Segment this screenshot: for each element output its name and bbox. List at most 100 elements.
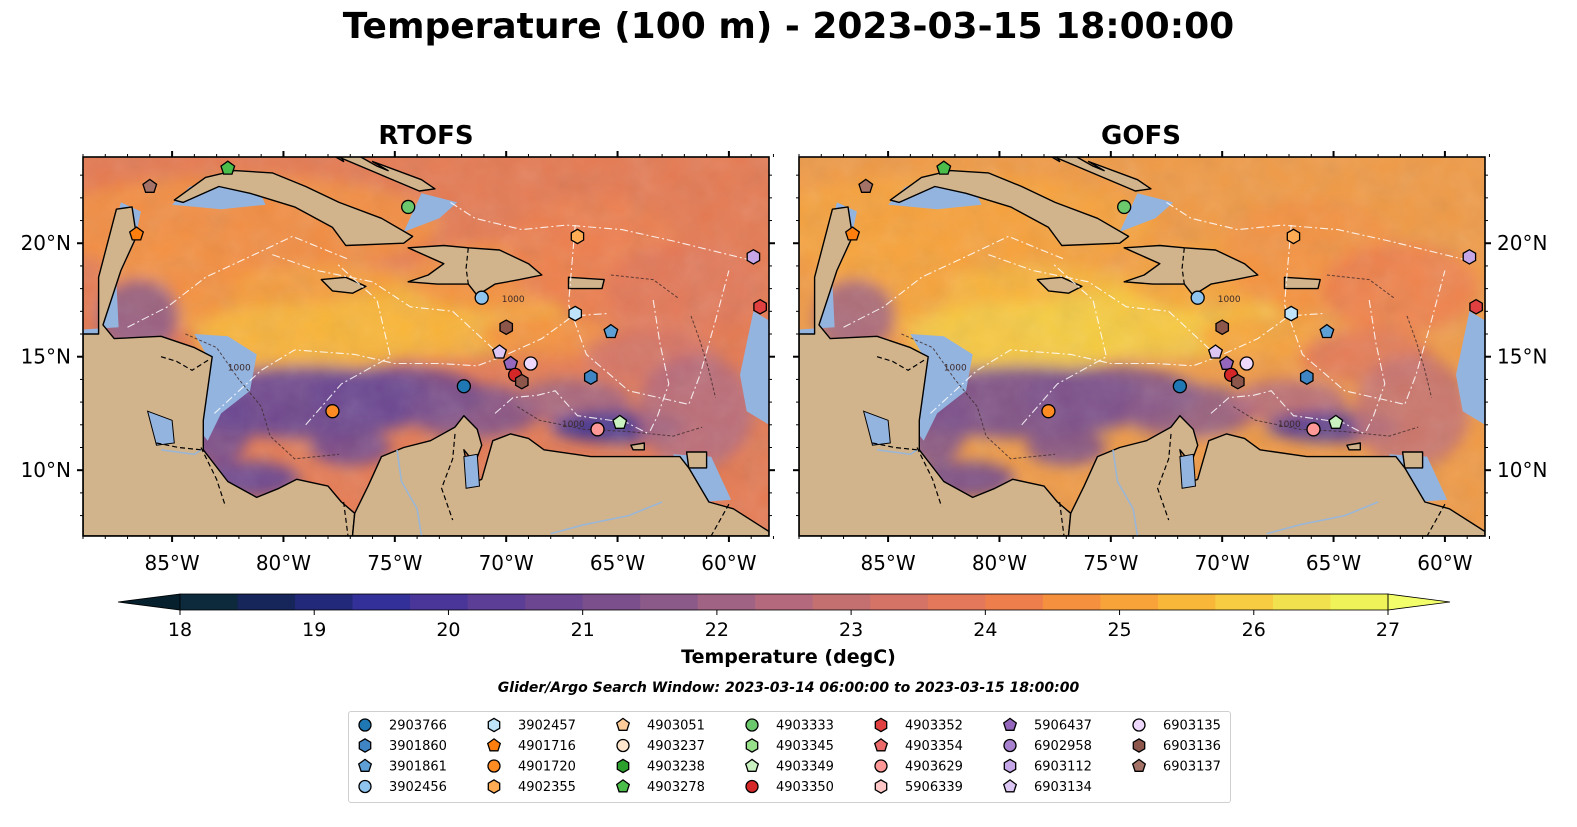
float-6903135-marker: [1239, 356, 1254, 371]
legend-entry-4903349: 4903349: [744, 758, 834, 775]
shallow-shelf: [1456, 311, 1485, 425]
legend-marker-pentagon: [744, 758, 760, 772]
colorbar-swatch: [180, 594, 239, 610]
eez-boundary: [843, 235, 1065, 328]
eez-boundary: [648, 299, 670, 435]
legend-label: 3902457: [518, 719, 576, 734]
legend-marker-pentagon: [357, 758, 373, 772]
colorbar-swatch: [582, 594, 641, 610]
legend-marker-circle: [358, 718, 372, 732]
legend-label: 3901861: [389, 760, 447, 775]
legend-marker-hexagon: [874, 717, 888, 733]
land-central-america: [83, 206, 356, 536]
legend-marker-pentagon: [1002, 717, 1018, 731]
isobath-label: 1000: [562, 420, 585, 430]
legend-marker-pentagon: [615, 779, 631, 793]
shallow-shelf: [1119, 193, 1174, 232]
legend-label: 4901716: [518, 739, 576, 754]
legend-label: 4903629: [905, 760, 963, 775]
lat-tick-label: 20°N: [21, 231, 71, 255]
legend-entry-4903352: 4903352: [874, 717, 963, 734]
panel-title-gofs: GOFS: [1101, 121, 1181, 151]
legend-entry-6903137: 6903137: [1131, 758, 1221, 775]
legend-marker-hexagon: [1132, 738, 1146, 753]
eez-boundary: [450, 201, 747, 260]
lon-tick-label: 80°W: [256, 551, 311, 575]
float-6903134-marker: [491, 344, 508, 359]
land-cuba: [173, 169, 414, 247]
lon-tick-label: 60°W: [701, 551, 756, 575]
search-window-caption: Glider/Argo Search Window: 2023-03-14 06…: [497, 680, 1080, 696]
float-4901720-marker: [325, 404, 340, 419]
land-bahamas: [1050, 157, 1152, 192]
legend-label: 4903238: [647, 760, 705, 775]
legend-label: 3901860: [389, 739, 447, 754]
colorbar-swatch: [755, 594, 814, 610]
legend-entry-4903354: 4903354: [873, 738, 963, 754]
eez-boundary: [1166, 201, 1463, 260]
colorbar-tick-label: 20: [436, 619, 460, 641]
lon-tick-label: 75°W: [367, 551, 422, 575]
land-trinidad: [1401, 451, 1424, 469]
legend-label: 4902355: [518, 780, 576, 795]
lon-tick-label: 60°W: [1417, 551, 1472, 575]
float-6903112-marker: [1462, 248, 1477, 265]
colorbar-swatch: [467, 594, 526, 610]
float-2903766-marker: [456, 379, 472, 394]
colorbar-swatch: [812, 594, 871, 610]
legend-marker-hexagon: [616, 758, 630, 774]
eez-boundary: [272, 254, 503, 358]
legend-label: 5906339: [905, 780, 963, 795]
legend-entry-5906437: 5906437: [1002, 717, 1092, 734]
colorbar-swatch: [1042, 594, 1101, 610]
eez-boundary: [988, 254, 1219, 358]
float-4902355-marker: [1286, 228, 1301, 245]
float-4903349-marker: [612, 414, 628, 429]
legend-label: 6903137: [1163, 760, 1221, 775]
colorbar-swatch: [640, 594, 699, 610]
isobath-label: 1000: [228, 363, 251, 373]
legend-marker-circle: [1003, 738, 1017, 753]
rtofs-map-panel: 1000 1000 1000: [82, 156, 770, 537]
float-2903766-marker: [1172, 379, 1188, 394]
legend-label: 4903278: [647, 780, 705, 795]
legend-marker-hexagon: [487, 717, 501, 733]
legend-entry-4903051: 4903051: [615, 717, 705, 734]
colorbar-tick-label: 19: [302, 619, 326, 641]
float-legend: 2903766 3901860 3901861 3902456 3902457 49017…: [348, 711, 1231, 803]
legend-label: 4903345: [776, 739, 834, 754]
legend-label: 2903766: [389, 719, 447, 734]
colorbar-tick-label: 18: [168, 619, 192, 641]
float-4903352-marker: [1469, 298, 1483, 315]
land-bahamas: [334, 157, 436, 192]
shallow-shelf: [403, 193, 458, 232]
legend-entry-3901860: 3901860: [358, 738, 447, 754]
legend-entry-4903629: 4903629: [874, 759, 963, 775]
float-4903352-marker: [753, 298, 767, 315]
legend-label: 3902456: [389, 780, 447, 795]
float-4901716-marker: [844, 226, 861, 241]
float-5906437-marker: [1219, 355, 1235, 370]
colorbar-tick-label: 26: [1242, 619, 1266, 641]
float-6903136-marker: [514, 373, 529, 390]
legend-label: 6903134: [1034, 780, 1092, 795]
lon-tick-label: 80°W: [972, 551, 1027, 575]
float-4903629-marker: [1306, 422, 1321, 437]
legend-entry-4903238: 4903238: [616, 758, 705, 775]
eez-boundary: [214, 313, 607, 414]
lon-tick-label: 65°W: [1306, 551, 1361, 575]
legend-label: 4903352: [905, 719, 963, 734]
land-trinidad: [685, 451, 708, 469]
legend-entry-4903350: 4903350: [745, 779, 834, 795]
legend-marker-circle: [745, 779, 759, 794]
legend-entry-4903278: 4903278: [615, 779, 705, 795]
colorbar-tick-label: 23: [839, 619, 863, 641]
legend-marker-hexagon: [745, 738, 759, 753]
legend-marker-circle: [874, 759, 888, 773]
panel-title-rtofs: RTOFS: [378, 121, 474, 151]
legend-entry-6903136: 6903136: [1132, 738, 1221, 754]
legend-label: 4903051: [647, 719, 705, 734]
float-5906437-marker: [503, 355, 519, 370]
float-4903278-marker: [220, 160, 236, 175]
legend-entry-4901716: 4901716: [486, 738, 576, 754]
